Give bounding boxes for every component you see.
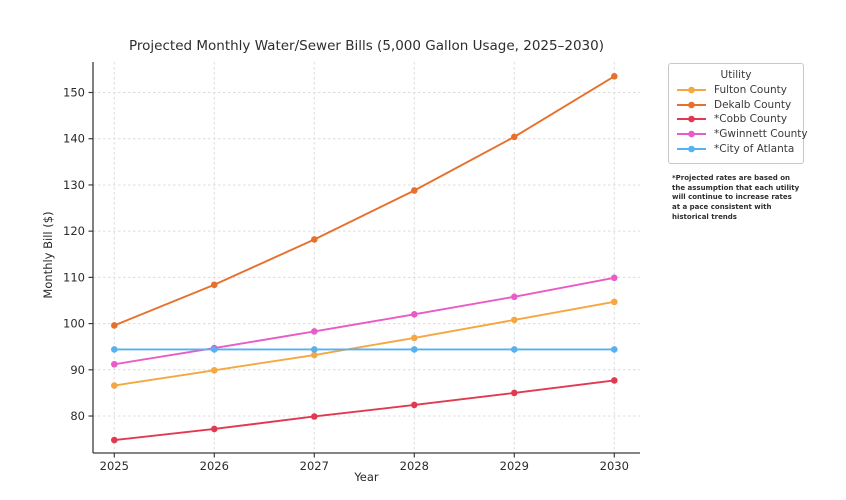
y-tick-label: 80 xyxy=(70,409,85,423)
series-line-gwinnett-county xyxy=(114,276,615,366)
y-tick-label: 100 xyxy=(63,317,85,331)
data-point-dekalb-county xyxy=(111,322,118,329)
series-line-fulton-county xyxy=(114,300,615,387)
data-point-city-of-atlanta xyxy=(211,346,218,353)
data-point-fulton-county xyxy=(211,366,218,374)
legend-label: *Gwinnett County xyxy=(714,128,808,141)
data-point-fulton-county xyxy=(611,298,618,306)
data-point-dekalb-county xyxy=(311,236,318,243)
legend-entry-gwinnett-county: *Gwinnett County xyxy=(669,127,808,142)
legend-label: Dekalb County xyxy=(714,98,792,111)
legend-label: *Cobb County xyxy=(714,113,788,126)
x-axis-label: Year xyxy=(354,470,379,484)
data-point-dekalb-county xyxy=(611,73,618,80)
data-point-gwinnett-county xyxy=(311,328,318,335)
x-tick-label: 2027 xyxy=(300,459,329,473)
y-tick-label: 120 xyxy=(63,224,85,238)
chart-title: Projected Monthly Water/Sewer Bills (5,0… xyxy=(129,38,604,54)
series-line-dekalb-county xyxy=(113,75,615,327)
data-point-fulton-county xyxy=(411,334,418,342)
gridlines xyxy=(93,62,640,453)
data-point-gwinnett-county xyxy=(111,360,118,368)
data-point-cobb-county xyxy=(311,413,318,420)
legend-label: Fulton County xyxy=(714,84,787,97)
legend-marker-fulton-county xyxy=(677,86,706,94)
axis-tick-labels: 80 90 100 110 120 130 140 150 2025 2026 2027 2028 20… xyxy=(63,86,629,473)
x-tick-label: 2025 xyxy=(100,459,129,473)
data-point-cobb-county xyxy=(511,389,518,397)
legend-marker-cobb-county xyxy=(677,116,706,123)
x-tick-label: 2030 xyxy=(600,459,629,473)
x-tick-label: 2029 xyxy=(500,459,529,473)
data-point-city-of-atlanta xyxy=(111,346,118,353)
legend-entry-cobb-county: *Cobb County xyxy=(669,112,803,127)
data-point-dekalb-county xyxy=(511,133,518,141)
legend-entries: Fulton County Dekalb County *Cobb County *G… xyxy=(669,83,808,156)
y-tick-label: 130 xyxy=(63,178,85,192)
data-point-fulton-county xyxy=(111,382,118,389)
axes-spines xyxy=(92,62,640,454)
data-point-dekalb-county xyxy=(211,281,218,289)
data-point-fulton-county xyxy=(311,351,318,359)
series-city-of-atlanta xyxy=(111,346,618,353)
x-tick-label: 2026 xyxy=(200,459,229,473)
legend-marker-gwinnett-county xyxy=(677,130,706,138)
y-tick-label: 140 xyxy=(63,132,85,146)
legend-entry-dekalb-county: Dekalb County xyxy=(669,98,803,113)
y-tick-label: 150 xyxy=(63,86,85,100)
legend-title: Utility xyxy=(720,69,752,81)
footnote: *Projected rates are based on the assump… xyxy=(672,174,800,221)
series-fulton-county xyxy=(111,298,618,389)
data-point-dekalb-county xyxy=(411,187,418,194)
data-point-fulton-county xyxy=(511,316,518,324)
data-point-gwinnett-county xyxy=(411,311,418,318)
data-point-city-of-atlanta xyxy=(511,346,518,353)
series-dekalb-county xyxy=(111,73,618,329)
x-tick-label: 2028 xyxy=(400,459,429,473)
legend-marker-city-of-atlanta xyxy=(677,145,706,152)
data-point-cobb-county xyxy=(411,401,418,409)
data-point-city-of-atlanta xyxy=(311,346,318,353)
y-tick-label: 110 xyxy=(63,270,85,284)
data-point-city-of-atlanta xyxy=(411,346,418,353)
data-point-cobb-county xyxy=(111,436,118,444)
series-line-cobb-county xyxy=(114,379,615,442)
data-point-gwinnett-county xyxy=(611,274,618,282)
series-gwinnett-county xyxy=(111,274,618,368)
data-point-city-of-atlanta xyxy=(611,346,618,353)
axis-ticks xyxy=(88,91,615,458)
legend-entry-city-of-atlanta: *City of Atlanta xyxy=(669,141,803,156)
data-point-gwinnett-county xyxy=(511,293,518,301)
data-point-cobb-county xyxy=(211,425,218,433)
legend: Utility Fulton County Dekalb County *Cobb … xyxy=(668,63,808,164)
legend-label: *City of Atlanta xyxy=(714,142,795,155)
y-tick-label: 90 xyxy=(70,363,85,377)
legend-entry-fulton-county: Fulton County xyxy=(669,83,803,98)
data-point-cobb-county xyxy=(611,377,618,384)
series-cobb-county xyxy=(111,377,618,444)
legend-marker-dekalb-county xyxy=(677,101,706,109)
